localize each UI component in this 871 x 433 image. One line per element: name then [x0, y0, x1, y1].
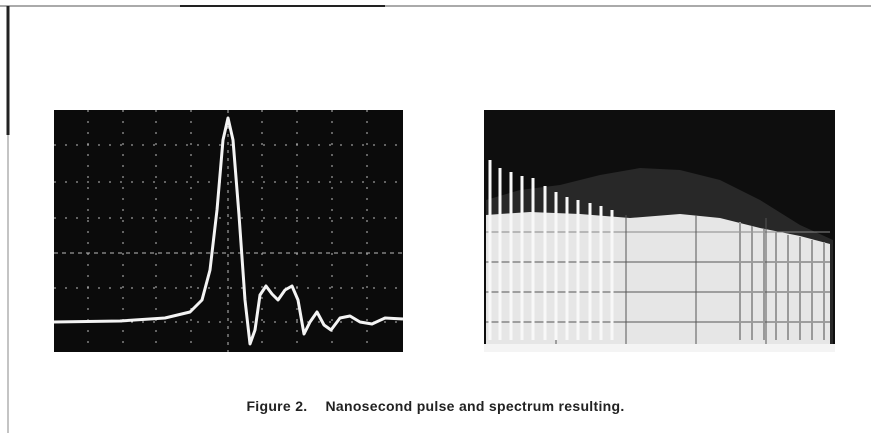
spectral-lines — [739, 222, 825, 340]
caption-text: Nanosecond pulse and spectrum resulting. — [325, 398, 625, 414]
pulse-trace — [53, 116, 404, 346]
figure-caption: Figure 2. Nanosecond pulse and spectrum r… — [0, 398, 871, 414]
spectral-lines — [488, 160, 614, 340]
pulse-photo — [53, 110, 404, 352]
figure-label: Figure 2. — [246, 398, 308, 414]
spectrum-photo — [484, 110, 835, 352]
scope-grid — [54, 110, 403, 352]
screen-edge — [484, 344, 835, 352]
spectrum-envelope — [486, 212, 830, 350]
